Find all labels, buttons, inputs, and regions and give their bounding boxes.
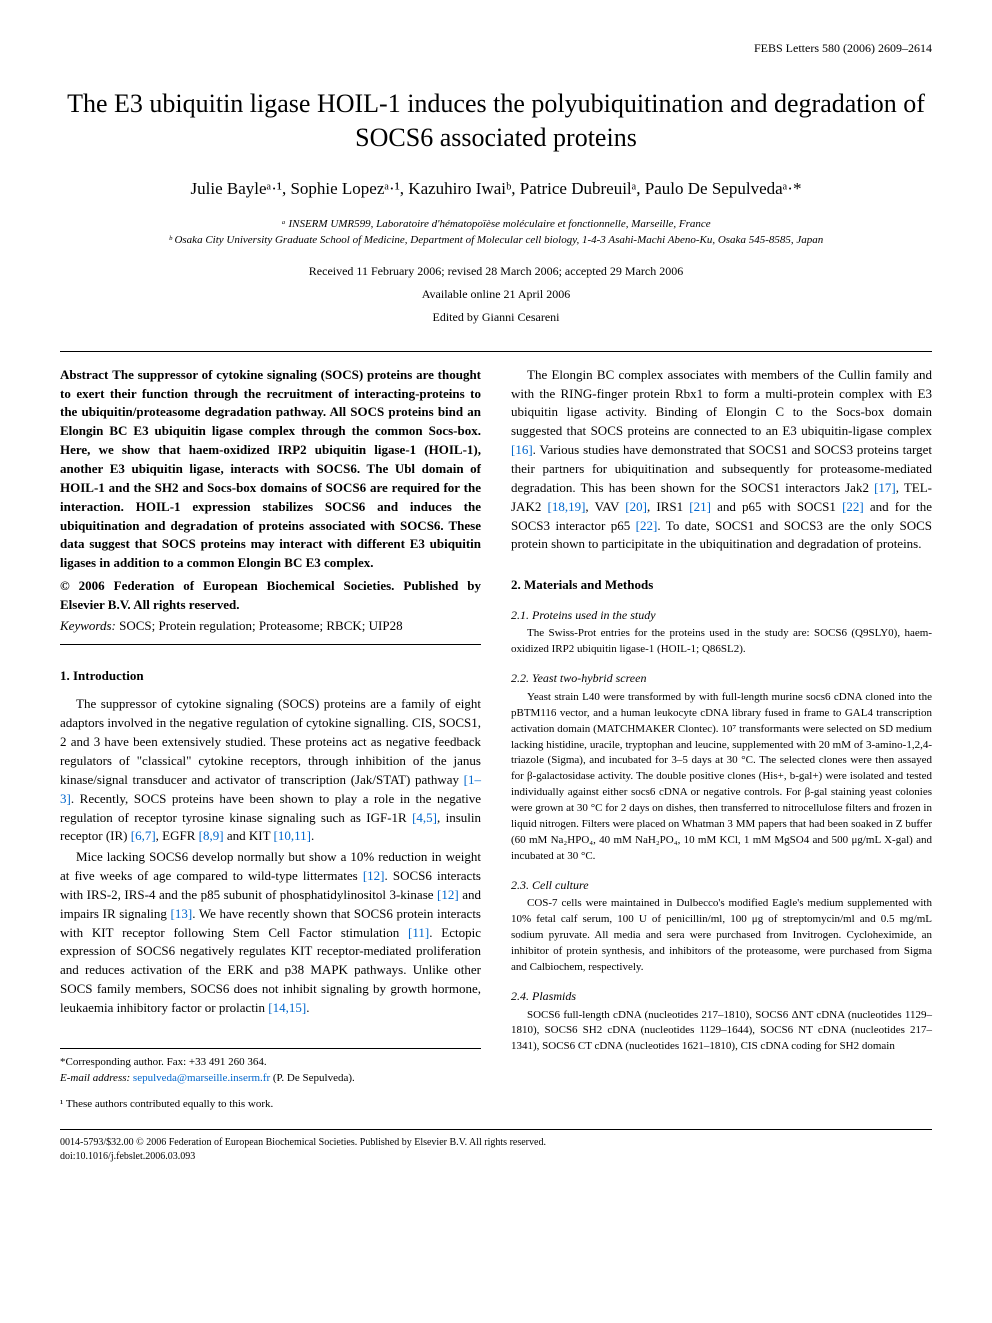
- footer-copyright: 0014-5793/$32.00 © 2006 Federation of Eu…: [60, 1136, 932, 1151]
- citation-link[interactable]: [18,19]: [547, 499, 585, 514]
- subsection-24-heading: 2.4. Plasmids: [511, 988, 932, 1005]
- abstract-label: Abstract: [60, 367, 108, 382]
- header-divider: [60, 351, 932, 352]
- citation-link[interactable]: [6,7]: [131, 828, 156, 843]
- intro-p1a: The suppressor of cytokine signaling (SO…: [60, 696, 481, 786]
- intro-para-1: The suppressor of cytokine signaling (SO…: [60, 695, 481, 846]
- section-2-heading: 2. Materials and Methods: [511, 576, 932, 595]
- received-date: Received 11 February 2006; revised 28 Ma…: [60, 263, 932, 280]
- citation-link[interactable]: [12]: [437, 887, 459, 902]
- abstract-block: Abstract The suppressor of cytokine sign…: [60, 366, 481, 573]
- intro-p1f: .: [311, 828, 314, 843]
- citation-link[interactable]: [22]: [842, 499, 864, 514]
- authors-list: Julie Bayleᵃ·¹, Sophie Lopezᵃ·¹, Kazuhir…: [60, 177, 932, 202]
- article-title: The E3 ubiquitin ligase HOIL-1 induces t…: [60, 87, 932, 155]
- subsection-23-heading: 2.3. Cell culture: [511, 877, 932, 894]
- affiliation-a: ᵃ INSERM UMR599, Laboratoire d'hématopoï…: [60, 216, 932, 233]
- citation-link[interactable]: [13]: [171, 906, 193, 921]
- left-column: Abstract The suppressor of cytokine sign…: [60, 366, 481, 1113]
- editor-line: Edited by Gianni Cesareni: [60, 309, 932, 326]
- subsection-23-text: COS-7 cells were maintained in Dulbecco'…: [511, 896, 932, 976]
- affiliation-b: ᵇ Osaka City University Graduate School …: [60, 232, 932, 249]
- available-date: Available online 21 April 2006: [60, 286, 932, 303]
- citation-link[interactable]: [11]: [408, 925, 429, 940]
- affiliations: ᵃ INSERM UMR599, Laboratoire d'hématopoï…: [60, 216, 932, 249]
- subsection-21-text: The Swiss-Prot entries for the proteins …: [511, 626, 932, 658]
- equal-contribution-footnote: ¹ These authors contributed equally to t…: [60, 1097, 481, 1113]
- citation-link[interactable]: [17]: [874, 480, 896, 495]
- intro-p2f: .: [306, 1000, 309, 1015]
- citation-link[interactable]: [20]: [625, 499, 647, 514]
- col2-p1d: , VAV: [585, 499, 625, 514]
- email-name: (P. De Sepulveda).: [273, 1072, 355, 1084]
- col2-p1b: . Various studies have demonstrated that…: [511, 442, 932, 495]
- doi: doi:10.1016/j.febslet.2006.03.093: [60, 1150, 932, 1165]
- email-label: E-mail address:: [60, 1072, 130, 1084]
- two-column-content: Abstract The suppressor of cytokine sign…: [60, 366, 932, 1113]
- email-line: E-mail address: sepulveda@marseille.inse…: [60, 1071, 481, 1087]
- col2-p1e: , IRS1: [647, 499, 689, 514]
- corresponding-label: *Corresponding author. Fax: +33 491 260 …: [60, 1055, 481, 1071]
- subsection-21-heading: 2.1. Proteins used in the study: [511, 607, 932, 624]
- keywords-divider: [60, 644, 481, 645]
- citation-link[interactable]: [22]: [636, 518, 658, 533]
- citation-link[interactable]: [10,11]: [274, 828, 311, 843]
- section-1-heading: 1. Introduction: [60, 667, 481, 686]
- col2-para-1: The Elongin BC complex associates with m…: [511, 366, 932, 554]
- keywords-list: SOCS; Protein regulation; Proteasome; RB…: [119, 618, 402, 633]
- citation-link[interactable]: [16]: [511, 442, 533, 457]
- journal-header: FEBS Letters 580 (2006) 2609–2614: [60, 40, 932, 57]
- subsection-22-heading: 2.2. Yeast two-hybrid screen: [511, 670, 932, 687]
- keywords-label: Keywords:: [60, 618, 116, 633]
- intro-p1d: , EGFR: [156, 828, 199, 843]
- citation-link[interactable]: [21]: [689, 499, 711, 514]
- citation-link[interactable]: [8,9]: [199, 828, 224, 843]
- copyright-notice: © 2006 Federation of European Biochemica…: [60, 577, 481, 615]
- email-link[interactable]: sepulveda@marseille.inserm.fr: [133, 1072, 270, 1084]
- page-footer: 0014-5793/$32.00 © 2006 Federation of Eu…: [60, 1129, 932, 1165]
- citation-link[interactable]: [4,5]: [412, 810, 437, 825]
- citation-link[interactable]: [14,15]: [268, 1000, 306, 1015]
- subsection-24-text: SOCS6 full-length cDNA (nucleotides 217–…: [511, 1008, 932, 1056]
- keywords-block: Keywords: SOCS; Protein regulation; Prot…: [60, 617, 481, 636]
- intro-para-2: Mice lacking SOCS6 develop normally but …: [60, 848, 481, 1018]
- right-column: The Elongin BC complex associates with m…: [511, 366, 932, 1113]
- subsection-22-text: Yeast strain L40 were transformed by wit…: [511, 690, 932, 865]
- abstract-body: The suppressor of cytokine signaling (SO…: [60, 367, 481, 570]
- intro-p1e: and KIT: [224, 828, 274, 843]
- col2-p1f: and p65 with SOCS1: [711, 499, 842, 514]
- citation-link[interactable]: [12]: [363, 868, 385, 883]
- corresponding-author-block: *Corresponding author. Fax: +33 491 260 …: [60, 1048, 481, 1113]
- col2-p1a: The Elongin BC complex associates with m…: [511, 367, 932, 439]
